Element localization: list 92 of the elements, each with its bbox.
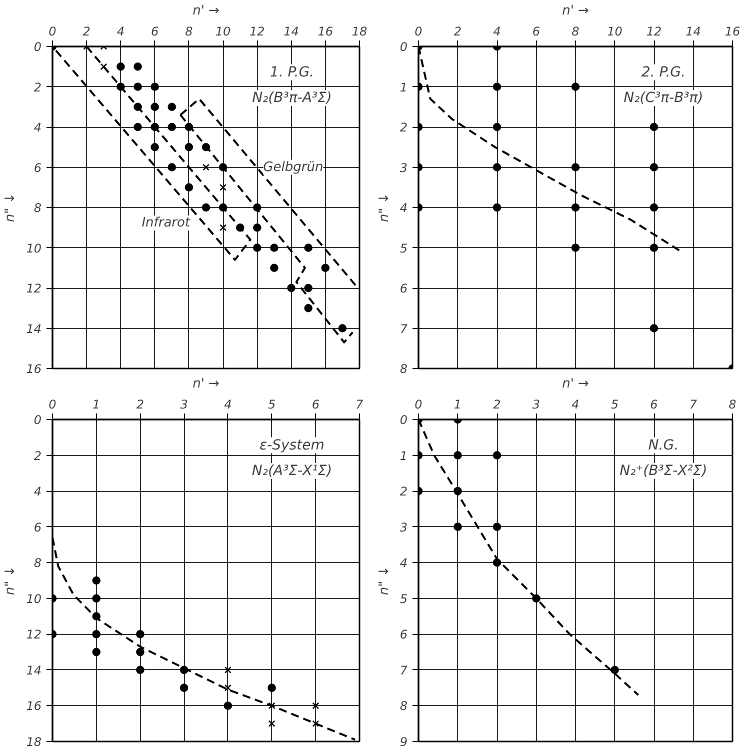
y-tick-label: 8 xyxy=(400,362,408,376)
x-tick-label: 4 xyxy=(493,24,501,38)
y-tick-label: 16 xyxy=(26,699,42,714)
x-tick-label: 6 xyxy=(151,24,160,38)
y-tick-label: 6 xyxy=(34,520,42,534)
x-tick-label: 1 xyxy=(454,398,462,412)
y-tick-label: 3 xyxy=(400,520,408,534)
x-tick-label: 0 xyxy=(414,24,423,38)
text: N₂(A³Σ-X¹Σ) xyxy=(252,463,332,480)
y-axis-title: n" ↓ xyxy=(376,566,392,596)
x-tick-label: 6 xyxy=(532,24,540,38)
x-tick-label: 1 xyxy=(92,398,100,412)
y-axis-title: n" ↓ xyxy=(3,192,18,222)
x-tick-label: 16 xyxy=(318,24,334,38)
x-tick-label: 6 xyxy=(312,398,320,412)
text: 2. P.G. xyxy=(641,64,686,80)
x-tick-label: 0 xyxy=(48,24,57,38)
x-tick-label: 10 xyxy=(215,24,232,38)
x-axis-title: n' → xyxy=(192,4,220,18)
y-tick-label: 1 xyxy=(400,80,408,94)
y-tick-label: 7 xyxy=(400,322,408,336)
text: N.G. xyxy=(648,437,679,454)
x-tick-label: 18 xyxy=(352,24,368,38)
y-tick-label: 8 xyxy=(34,556,42,570)
x-tick-label: 0 xyxy=(414,398,423,412)
x-tick-label: 8 xyxy=(572,24,580,38)
x-tick-label: 8 xyxy=(728,398,737,412)
x-tick-label: 14 xyxy=(284,24,299,38)
annotation: Gelbgrün xyxy=(263,160,324,175)
x-tick-label: 4 xyxy=(224,398,232,412)
x-tick-label: 12 xyxy=(646,24,662,38)
text: ε-System xyxy=(260,437,324,454)
y-tick-label: 6 xyxy=(400,282,408,296)
text: 1. P.G. xyxy=(270,64,314,80)
x-tick-label: 4 xyxy=(572,398,580,412)
y-tick-label: 6 xyxy=(34,160,42,175)
y-tick-label: 2 xyxy=(400,484,408,499)
x-axis-title: n' → xyxy=(562,376,590,392)
y-tick-label: 4 xyxy=(34,484,42,499)
x-tick-label: 2 xyxy=(136,398,144,412)
x-tick-label: 3 xyxy=(180,398,188,412)
text: N₂(C³π-B³π) xyxy=(624,90,704,106)
x-tick-label: 5 xyxy=(268,398,276,412)
x-tick-label: 3 xyxy=(532,398,540,412)
text: N₂⁺(B³Σ-X²Σ) xyxy=(620,463,708,480)
y-tick-label: 6 xyxy=(400,628,408,642)
y-tick-label: 9 xyxy=(400,735,408,747)
x-axis-title: n' → xyxy=(192,376,220,392)
x-tick-label: 7 xyxy=(689,398,698,412)
x-tick-label: 2 xyxy=(454,24,462,38)
x-tick-label: 14 xyxy=(686,24,701,38)
text: N₂(B³π-A³Σ) xyxy=(252,90,332,106)
y-tick-label: 12 xyxy=(26,282,42,296)
y-tick-label: 10 xyxy=(26,592,42,606)
y-tick-label: 3 xyxy=(400,160,408,175)
y-tick-label: 4 xyxy=(34,120,42,134)
y-tick-label: 8 xyxy=(400,699,408,714)
x-tick-label: 6 xyxy=(650,398,658,412)
annotation: Infrarot xyxy=(142,216,191,231)
y-tick-label: 10 xyxy=(26,241,42,256)
y-tick-label: 8 xyxy=(34,201,42,215)
y-tick-label: 0 xyxy=(400,40,408,54)
y-tick-label: 5 xyxy=(400,592,408,606)
y-tick-label: 2 xyxy=(400,120,408,134)
x-tick-label: 2 xyxy=(493,398,501,412)
y-tick-label: 2 xyxy=(34,448,42,463)
y-axis-title: n" ↓ xyxy=(3,566,18,596)
x-tick-label: 0 xyxy=(48,398,57,412)
y-tick-label: 0 xyxy=(400,413,408,427)
y-tick-label: 14 xyxy=(26,322,42,336)
y-tick-label: 2 xyxy=(34,80,42,94)
y-tick-label: 4 xyxy=(400,201,408,215)
x-tick-label: 16 xyxy=(724,24,740,38)
y-tick-label: 0 xyxy=(34,40,42,54)
y-tick-label: 14 xyxy=(26,663,42,678)
y-tick-label: 16 xyxy=(26,362,42,376)
y-tick-label: 4 xyxy=(400,556,408,570)
x-tick-label: 5 xyxy=(610,398,619,412)
x-tick-label: 8 xyxy=(185,24,194,38)
x-tick-label: 4 xyxy=(116,24,125,38)
x-tick-label: 10 xyxy=(607,24,623,38)
x-tick-label: 7 xyxy=(356,398,364,412)
y-tick-label: 18 xyxy=(26,735,42,747)
y-tick-label: 12 xyxy=(26,628,42,642)
y-tick-label: 0 xyxy=(34,413,42,427)
y-tick-label: 7 xyxy=(400,663,408,678)
y-tick-label: 5 xyxy=(400,241,408,256)
y-tick-label: 1 xyxy=(400,448,408,463)
x-tick-label: 2 xyxy=(82,24,90,38)
x-tick-label: 12 xyxy=(250,24,265,38)
x-axis-title: n' → xyxy=(562,4,590,18)
y-axis-title: n" ↓ xyxy=(376,192,392,222)
